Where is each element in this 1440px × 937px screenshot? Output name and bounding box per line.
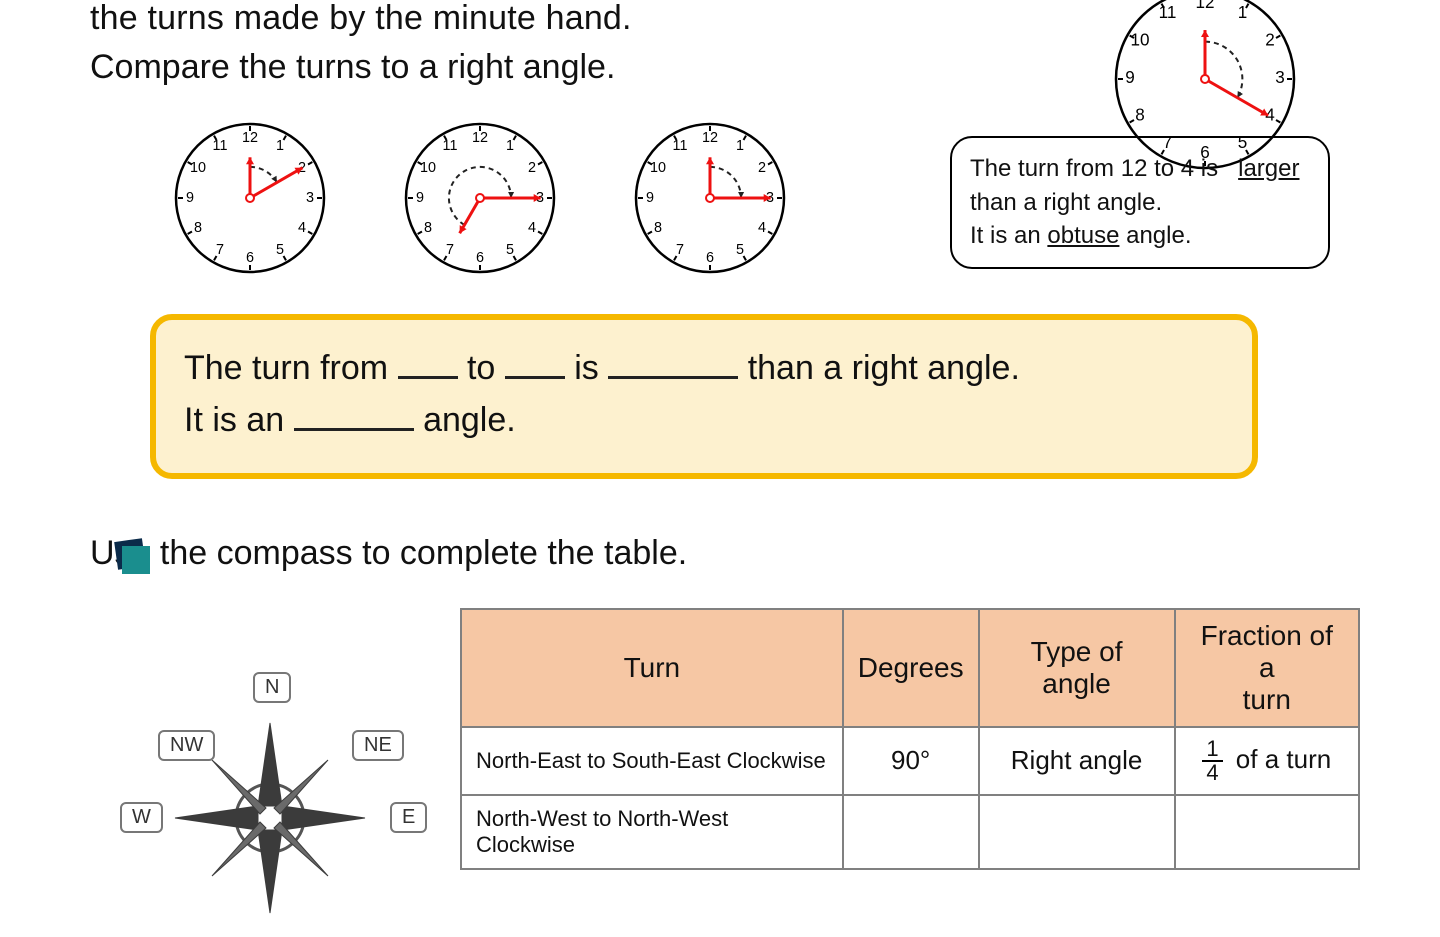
svg-text:11: 11: [1159, 3, 1177, 22]
compass-nw: NW: [158, 730, 215, 761]
svg-text:12: 12: [1195, 0, 1214, 12]
svg-text:3: 3: [1275, 68, 1285, 87]
svg-text:5: 5: [276, 242, 284, 258]
cell-turn-1: North-West to North-West Clockwise: [461, 795, 843, 869]
th-fraction: Fraction of a turn: [1175, 609, 1359, 727]
example-pre: The turn from 12 to 4 is: [970, 155, 1218, 182]
cell-frac-0: 1 4 of a turn: [1175, 727, 1359, 795]
compass-w: W: [120, 802, 163, 833]
cell-frac-1[interactable]: [1175, 795, 1359, 869]
ans-C: is: [574, 349, 608, 387]
svg-text:7: 7: [676, 242, 684, 258]
th-degrees: Degrees: [843, 609, 979, 727]
svg-text:3: 3: [306, 190, 314, 206]
svg-text:4: 4: [528, 220, 536, 236]
svg-text:1: 1: [276, 138, 284, 154]
svg-text:12: 12: [702, 130, 718, 146]
clock-12-3: 121234567891011: [630, 118, 790, 278]
clock-7-3: 121234567891011: [400, 118, 560, 278]
blank-from[interactable]: [398, 348, 458, 378]
svg-text:2: 2: [528, 160, 536, 176]
svg-text:6: 6: [246, 250, 254, 266]
turns-table: Turn Degrees Type of angle Fraction of a…: [460, 608, 1360, 870]
svg-text:8: 8: [1135, 106, 1145, 125]
example-callout: The turn from 12 to 4 is larger than a r…: [950, 136, 1330, 269]
cell-deg-0: 90°: [843, 727, 979, 795]
table-row: North-West to North-West Clockwise: [461, 795, 1359, 869]
svg-text:10: 10: [1131, 31, 1150, 50]
compass-n: N: [253, 672, 291, 703]
ans-F: angle.: [423, 401, 516, 439]
example-post2: angle.: [1126, 222, 1191, 249]
svg-text:2: 2: [758, 160, 766, 176]
blank-to[interactable]: [505, 348, 565, 378]
svg-text:5: 5: [506, 242, 514, 258]
svg-text:9: 9: [416, 190, 424, 206]
bullet-icon: [112, 536, 156, 580]
compass-e: E: [390, 802, 427, 833]
svg-text:2: 2: [1265, 31, 1275, 50]
example-pre2: It is an: [970, 222, 1047, 249]
svg-text:7: 7: [446, 242, 454, 258]
svg-text:1: 1: [1238, 3, 1248, 22]
th-turn: Turn: [461, 609, 843, 727]
svg-text:9: 9: [186, 190, 194, 206]
svg-text:1: 1: [506, 138, 514, 154]
svg-text:8: 8: [654, 220, 662, 236]
svg-text:9: 9: [1125, 68, 1135, 87]
svg-text:12: 12: [242, 130, 258, 146]
answer-box: The turn from to is than a right angle. …: [150, 314, 1258, 479]
svg-text:6: 6: [476, 250, 484, 266]
svg-text:9: 9: [646, 190, 654, 206]
compass: N NE E NW W: [90, 668, 450, 937]
cell-turn-0: North-East to South-East Clockwise: [461, 727, 843, 795]
svg-text:10: 10: [650, 160, 666, 176]
ans-D: than a right angle.: [748, 349, 1020, 387]
example-mid: than a right angle.: [970, 189, 1162, 216]
table-row: North-East to South-East Clockwise 90° R…: [461, 727, 1359, 795]
th-type: Type of angle: [979, 609, 1175, 727]
blank-type[interactable]: [294, 401, 414, 431]
fraction-icon: 1 4: [1202, 738, 1222, 784]
cell-deg-1[interactable]: [843, 795, 979, 869]
ans-A: The turn from: [184, 349, 398, 387]
compass-ne: NE: [352, 730, 404, 761]
svg-text:10: 10: [190, 160, 206, 176]
clock-12-2: 121234567891011: [170, 118, 330, 278]
svg-text:8: 8: [424, 220, 432, 236]
svg-text:12: 12: [472, 130, 488, 146]
svg-text:11: 11: [443, 138, 458, 154]
svg-text:11: 11: [673, 138, 688, 154]
example-ul2: obtuse: [1047, 222, 1119, 249]
ans-E: It is an: [184, 401, 294, 439]
svg-text:7: 7: [216, 242, 224, 258]
cell-type-0: Right angle: [979, 727, 1175, 795]
svg-text:8: 8: [194, 220, 202, 236]
task2-prompt: Use the compass to complete the table.: [90, 534, 687, 572]
svg-text:11: 11: [213, 138, 228, 154]
example-ul1: larger: [1238, 155, 1299, 182]
ans-B: to: [467, 349, 505, 387]
svg-text:4: 4: [758, 220, 766, 236]
svg-text:10: 10: [420, 160, 436, 176]
task2: Use the compass to complete the table.: [90, 534, 1400, 937]
cell-type-1[interactable]: [979, 795, 1175, 869]
blank-compare[interactable]: [608, 348, 738, 378]
svg-text:6: 6: [706, 250, 714, 266]
svg-text:5: 5: [736, 242, 744, 258]
svg-text:1: 1: [736, 138, 744, 154]
svg-text:4: 4: [298, 220, 306, 236]
